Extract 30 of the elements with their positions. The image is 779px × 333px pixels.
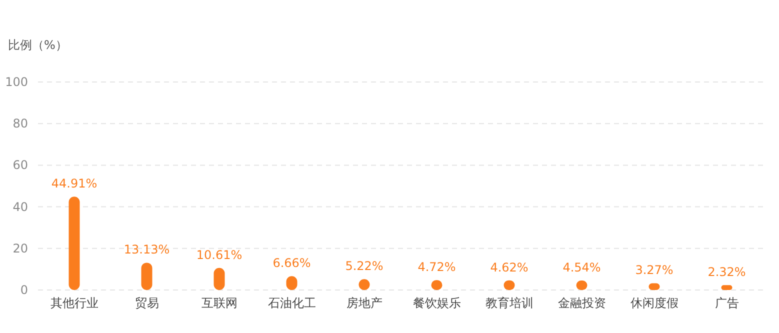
y-tick-label: 80 bbox=[12, 116, 28, 131]
data-label: 2.32% bbox=[708, 265, 746, 280]
y-axis-title: 比例（%） bbox=[8, 38, 68, 52]
data-label: 4.54% bbox=[562, 260, 601, 275]
x-tick-label: 房地产 bbox=[346, 296, 382, 310]
x-tick-label: 贸易 bbox=[134, 296, 159, 310]
x-tick-label: 休闲度假 bbox=[630, 296, 678, 310]
x-tick-label: 广告 bbox=[714, 296, 739, 310]
data-label: 3.27% bbox=[635, 263, 674, 278]
y-tick-label: 60 bbox=[12, 158, 28, 172]
x-tick-label: 金融投资 bbox=[558, 296, 606, 310]
x-tick-label: 互联网 bbox=[201, 296, 238, 310]
y-tick-label: 40 bbox=[12, 200, 28, 214]
data-label: 5.22% bbox=[345, 259, 384, 274]
data-label: 6.66% bbox=[272, 256, 311, 270]
y-tick-label: 20 bbox=[12, 241, 28, 256]
bar bbox=[721, 285, 732, 290]
data-label: 44.91% bbox=[51, 176, 98, 191]
x-tick-label: 石油化工 bbox=[268, 296, 316, 310]
data-label: 4.62% bbox=[490, 260, 528, 274]
y-tick-label: 100 bbox=[5, 75, 28, 89]
bar bbox=[68, 196, 80, 290]
x-tick-label: 餐饮娱乐 bbox=[412, 296, 461, 310]
data-label: 10.61% bbox=[196, 248, 242, 262]
x-tick-label: 其他行业 bbox=[50, 296, 98, 310]
y-tick-label: 0 bbox=[20, 283, 28, 297]
data-label: 4.72% bbox=[418, 260, 456, 274]
data-label: 13.13% bbox=[124, 242, 170, 257]
bar bbox=[141, 262, 152, 290]
x-tick-label: 教育培训 bbox=[485, 296, 534, 310]
